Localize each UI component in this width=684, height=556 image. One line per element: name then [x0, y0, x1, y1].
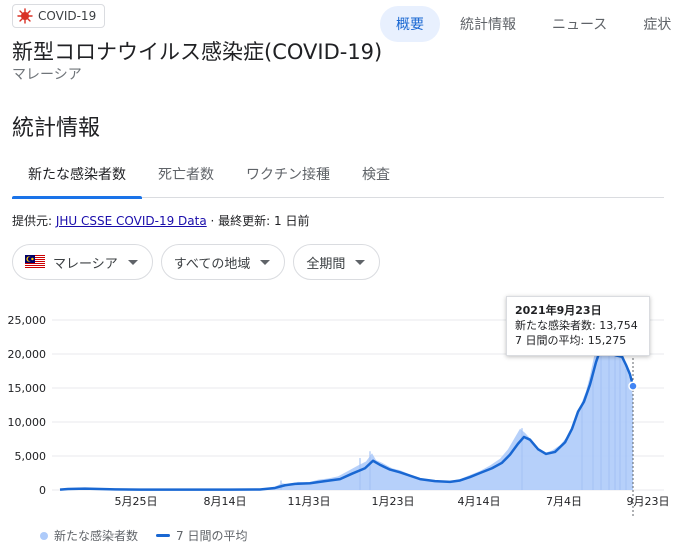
- x-tick-label: 7月4日: [546, 495, 582, 508]
- y-tick-label: 10,000: [8, 416, 47, 429]
- legend-daily-label: 新たな感染者数: [54, 529, 139, 543]
- region-dropdown[interactable]: すべての地域: [160, 244, 286, 280]
- legend-line-icon: [156, 534, 171, 537]
- y-tick-label: 15,000: [8, 382, 47, 395]
- top-tab-overview[interactable]: 概要: [380, 6, 440, 42]
- y-tick-label: 0: [39, 484, 46, 497]
- y-tick-label: 5,000: [15, 450, 47, 463]
- location-dropdown[interactable]: マレーシア: [12, 244, 153, 280]
- chart-tooltip: 2021年9月23日 新たな感染者数: 13,754 7 日間の平均: 15,2…: [506, 296, 650, 356]
- chevron-down-icon: [260, 259, 271, 265]
- x-tick-label: 4月14日: [458, 495, 501, 508]
- x-tick-label: 5月25日: [115, 495, 158, 508]
- location-label: マレーシア: [53, 256, 118, 272]
- legend-dot-icon: [40, 531, 48, 540]
- tooltip-new-cases: 新たな感染者数: 13,754: [515, 319, 638, 332]
- tab-new-cases[interactable]: 新たな感染者数: [12, 150, 142, 199]
- x-tick-label: 8月14日: [204, 495, 247, 508]
- tab-deaths[interactable]: 死亡者数: [158, 167, 214, 183]
- filter-bar: マレーシア すべての地域 全期間: [12, 244, 381, 280]
- highlight-point: [628, 381, 638, 391]
- period-label: 全期間: [306, 256, 346, 272]
- period-dropdown[interactable]: 全期間: [293, 244, 381, 280]
- x-tick-label: 1月23日: [372, 495, 415, 508]
- section-title: 統計情報: [12, 116, 101, 141]
- chevron-down-icon: [355, 259, 366, 265]
- y-tick-label: 25,000: [8, 314, 47, 327]
- y-tick-label: 20,000: [8, 348, 47, 361]
- stat-tabs: 新たな感染者数 死亡者数 ワクチン接種 検査: [12, 150, 664, 199]
- x-tick-label: 11月3日: [288, 495, 331, 508]
- tooltip-average: 7 日間の平均: 15,275: [515, 334, 627, 347]
- last-updated: · 最終更新: 1 日前: [206, 214, 310, 228]
- source-line: 提供元: JHU CSSE COVID-19 Data · 最終更新: 1 日前: [12, 212, 309, 229]
- tab-vaccinations[interactable]: ワクチン接種: [246, 167, 330, 183]
- top-tab-statistics[interactable]: 統計情報: [460, 17, 516, 33]
- legend-avg-label: 7 日間の平均: [176, 529, 248, 543]
- seven-day-average-line: [59, 348, 635, 491]
- source-link[interactable]: JHU CSSE COVID-19 Data: [55, 214, 207, 228]
- top-tabs: 概要 統計情報 ニュース 症状: [380, 6, 684, 42]
- malaysia-flag-icon: [25, 255, 45, 269]
- page-subtitle: マレーシア: [12, 67, 82, 83]
- top-tab-news[interactable]: ニュース: [552, 17, 608, 33]
- x-tick-label: 9月23日: [627, 495, 670, 508]
- covid-topic-chip[interactable]: COVID-19: [12, 4, 106, 28]
- source-prefix: 提供元:: [12, 214, 56, 228]
- tab-tests[interactable]: 検査: [362, 167, 390, 183]
- region-label: すべての地域: [173, 256, 251, 272]
- virus-icon: [17, 8, 33, 24]
- new-cases-chart[interactable]: 25,000 20,000 15,000 10,000 5,000 0 5月25日 8月14日…: [0, 290, 684, 520]
- chevron-down-icon: [127, 259, 138, 265]
- daily-cases-area: [60, 323, 633, 490]
- page-title: 新型コロナウイルス感染症(COVID-19): [12, 40, 383, 64]
- tooltip-date: 2021年9月23日: [515, 304, 602, 317]
- chip-label: COVID-19: [38, 9, 97, 23]
- top-tab-symptoms[interactable]: 症状: [643, 17, 672, 33]
- chart-legend: 新たな感染者数 7 日間の平均: [40, 527, 247, 544]
